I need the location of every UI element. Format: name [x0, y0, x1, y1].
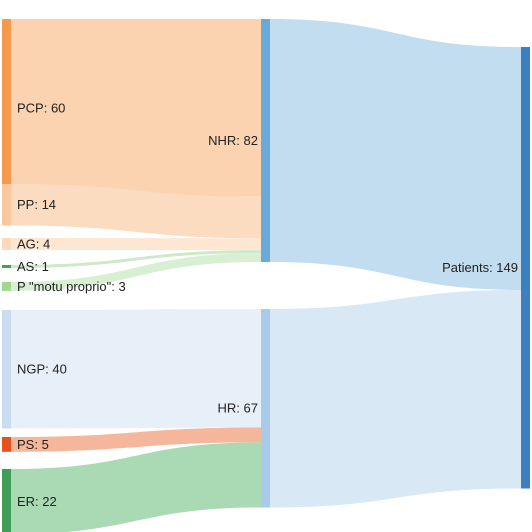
node-ag [2, 238, 11, 250]
node-label-patients: Patients: 149 [442, 260, 518, 275]
link-nhr-to-patients [270, 19, 521, 290]
node-pp [2, 184, 11, 226]
node-label-ngp: NGP: 40 [17, 362, 67, 377]
node-label-ps: PS: 5 [17, 437, 49, 452]
node-er [2, 469, 11, 532]
nodes-group [2, 19, 530, 532]
node-label-nhr: NHR: 82 [208, 133, 258, 148]
node-patients [521, 47, 530, 489]
node-pcp [2, 19, 11, 197]
links-group [11, 19, 521, 532]
link-hr-to-patients [270, 289, 521, 508]
link-er-to-hr [11, 442, 261, 532]
node-as [2, 265, 11, 268]
node-ps [2, 437, 11, 452]
node-label-pp: PP: 14 [17, 197, 56, 212]
node-nhr [261, 19, 270, 262]
labels-group: PCP: 60 PP: 14 AG: 4 AS: 1 P "motu proprio":… [17, 100, 518, 509]
node-pmp [2, 282, 11, 291]
node-label-as: AS: 1 [17, 259, 49, 274]
link-pp-to-nhr [11, 184, 261, 239]
link-ngp-to-hr [11, 309, 261, 429]
node-label-ag: AG: 4 [17, 236, 50, 251]
node-label-er: ER: 22 [17, 494, 57, 509]
node-ngp [2, 310, 11, 429]
link-ps-to-hr [11, 427, 261, 452]
node-hr [261, 309, 270, 508]
node-label-pcp: PCP: 60 [17, 100, 65, 115]
link-pmp-to-nhr [11, 253, 261, 291]
node-label-hr: HR: 67 [218, 401, 258, 416]
link-as-to-nhr [11, 250, 261, 268]
link-pcp-to-nhr [11, 19, 261, 197]
link-ag-to-nhr [11, 238, 261, 251]
node-label-pmp: P "motu proprio": 3 [17, 279, 126, 294]
